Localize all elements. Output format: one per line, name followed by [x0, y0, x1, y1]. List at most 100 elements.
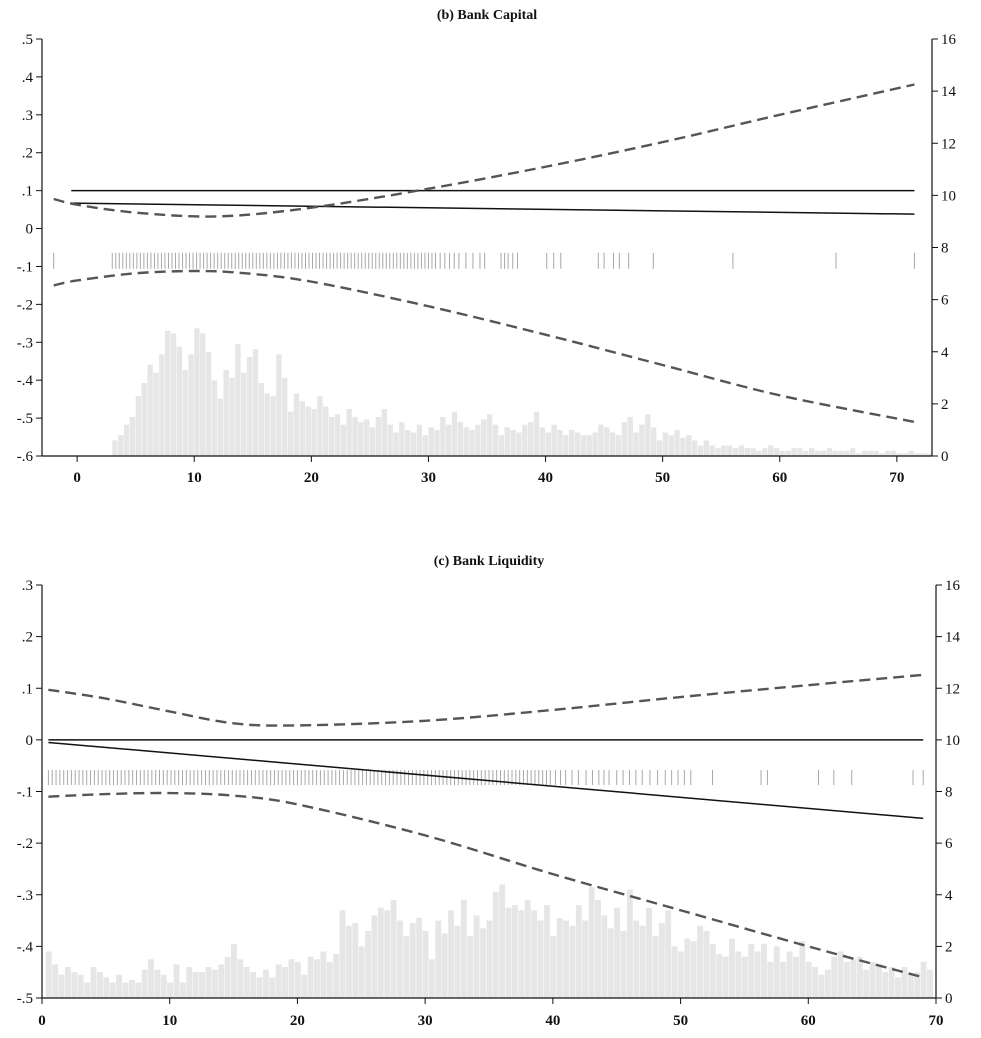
histogram-bar	[741, 956, 748, 998]
histogram-bar	[275, 964, 282, 998]
histogram-bar	[473, 915, 480, 998]
histogram-bar	[569, 925, 576, 998]
histogram-bar	[224, 956, 231, 998]
histogram-bar	[901, 967, 908, 998]
right-tick-label: 10	[941, 188, 956, 204]
histogram-bar	[684, 938, 691, 998]
histogram-bar	[141, 383, 147, 456]
histogram-bar	[732, 448, 739, 456]
left-tick-label: -.2	[17, 836, 33, 852]
histogram-bar	[837, 951, 844, 998]
chart-title: (c) Bank Liquidity	[434, 554, 544, 569]
left-tick-label: -.3	[17, 335, 33, 351]
x-tick-label: 0	[73, 470, 81, 486]
histogram-bar	[557, 429, 563, 456]
histogram-bar	[179, 982, 186, 998]
histogram-bar	[621, 422, 628, 456]
right-tick-label: 6	[945, 836, 953, 852]
left-tick-label: -.1	[17, 785, 33, 801]
right-tick-label: 8	[941, 241, 949, 257]
right-tick-label: 12	[941, 136, 956, 152]
histogram-bar	[112, 440, 118, 456]
histogram-bar	[516, 432, 522, 456]
histogram-bar	[135, 982, 142, 998]
histogram-bar	[920, 453, 926, 456]
histogram-bar	[200, 333, 206, 456]
left-tick-label: -.4	[17, 939, 34, 955]
histogram-bar	[460, 899, 467, 998]
histogram-bar	[615, 435, 622, 456]
histogram-bar	[678, 951, 684, 998]
chart-title: (b) Bank Capital	[437, 8, 537, 23]
histogram-bar	[352, 416, 358, 456]
right-tick-label: 14	[945, 630, 961, 646]
histogram-bar	[397, 920, 403, 998]
panel-bank-capital: (b) Bank Capital .5 .4 .3 .2 .1 0 -.1 -.2 -.3 -.4 -…	[17, 8, 957, 486]
histogram-bar	[384, 910, 391, 998]
histogram-bar	[662, 432, 669, 456]
histogram-bar	[671, 946, 678, 999]
histogram-bar	[614, 907, 621, 998]
histogram-bar	[446, 424, 452, 456]
histogram-bar	[785, 450, 791, 456]
histogram-bar	[369, 427, 376, 456]
histogram-bar	[831, 956, 838, 998]
histogram-bar	[334, 414, 341, 456]
right-tick-label: 2	[941, 397, 949, 413]
histogram-bar	[812, 967, 819, 998]
histogram-bar	[333, 954, 340, 998]
histogram-bar	[451, 411, 458, 456]
histogram-bar	[715, 448, 721, 456]
histogram-bar	[780, 961, 787, 998]
left-tick-label: -.2	[17, 297, 33, 313]
histogram-bar	[646, 907, 652, 998]
histogram-bar	[448, 910, 455, 998]
left-tick-label: .1	[22, 681, 33, 697]
right-tick-label: 4	[945, 888, 953, 904]
histogram-bar	[609, 432, 616, 456]
left-tick-label: 0	[26, 733, 34, 749]
histogram-bar	[141, 969, 148, 998]
x-tick-label: 40	[538, 470, 553, 486]
histogram-bar	[729, 938, 735, 998]
histogram-bar	[252, 349, 259, 456]
histogram-bar	[71, 972, 78, 998]
histogram-bar	[147, 364, 153, 456]
histogram-bar	[786, 951, 793, 998]
histogram-bar	[927, 969, 933, 998]
histogram-bar	[288, 959, 295, 998]
histogram-bar	[499, 884, 506, 998]
histogram-bar	[531, 910, 538, 998]
histogram-bar	[294, 961, 301, 998]
histogram-bar	[58, 974, 65, 998]
histogram-bar	[167, 982, 174, 998]
left-tick-label: -.5	[17, 991, 33, 1007]
histogram-bar	[358, 422, 364, 456]
histogram-bar	[686, 435, 692, 456]
histogram-bar	[314, 959, 320, 998]
histogram-bar	[231, 943, 237, 998]
histogram-bar	[129, 416, 136, 456]
histogram-bar	[170, 333, 177, 456]
histogram-bar	[194, 328, 200, 456]
histogram-bar	[211, 380, 218, 456]
upper-confidence-band	[48, 673, 924, 727]
x-tick-label: 60	[801, 1013, 816, 1029]
histogram-bar	[703, 930, 710, 998]
histogram-bar	[896, 453, 903, 456]
histogram-bar	[480, 928, 486, 998]
histogram-bar	[128, 979, 135, 998]
histogram-bar	[674, 429, 680, 456]
histogram-bar	[762, 448, 768, 456]
histogram-bar	[545, 432, 551, 456]
histogram-bar	[844, 450, 850, 456]
histogram-bar	[217, 398, 224, 456]
histogram-bar	[779, 450, 786, 456]
histogram-bar	[293, 393, 300, 456]
histogram-bar	[588, 887, 595, 998]
histogram-bar	[697, 925, 704, 998]
histogram-bar	[592, 432, 598, 456]
x-tick-label: 20	[304, 470, 319, 486]
histogram-bar	[575, 905, 582, 998]
